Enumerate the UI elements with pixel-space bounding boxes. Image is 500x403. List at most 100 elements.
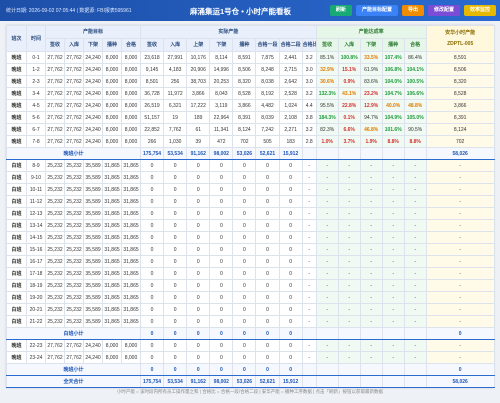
empty-cell [315, 327, 339, 340]
data-row: 白班 11-12 25,232 25,232 35,589 31,865 31,865 0 0 0… [6, 195, 495, 208]
toolbar-button[interactable]: 效率监控 [463, 5, 496, 16]
value-cell: 25,232 [64, 267, 84, 280]
value-cell: 0 [209, 171, 234, 184]
value-cell: - [337, 231, 361, 244]
value-cell: 25,232 [45, 267, 65, 280]
value-cell: 31,865 [121, 207, 141, 220]
value-cell: 8,038 [255, 75, 280, 88]
value-cell: 6,321 [163, 99, 188, 112]
column-header: 合格比 [301, 38, 317, 52]
subtotal-value: 0 [163, 327, 188, 340]
value-cell: - [315, 219, 339, 232]
data-row: 白班 16-17 25,232 25,232 35,589 31,865 31,865 0 0 0… [6, 255, 495, 268]
value-cell: 27,762 [64, 63, 84, 76]
value-cell: 25,232 [64, 291, 84, 304]
value-cell: 26,519 [139, 99, 165, 112]
value-cell: 31,865 [102, 219, 122, 232]
shift-cell: 晚班 [6, 135, 27, 148]
value-cell: 22.8% [337, 99, 361, 112]
value-cell: 0 [209, 303, 234, 316]
value-cell: - [359, 315, 383, 328]
value-cell: 1.9% [359, 135, 383, 148]
value-cell: 25,232 [64, 243, 84, 256]
value-cell: - [337, 195, 361, 208]
value-cell: 0 [209, 255, 234, 268]
value-cell: 0 [278, 243, 303, 256]
value-cell: 106.8% [381, 63, 405, 76]
header-line: 安华小时产能 [445, 29, 476, 36]
value-cell: 8,000 [102, 87, 122, 100]
value-cell: 0 [278, 183, 303, 196]
toolbar-button[interactable]: 修改配置 [427, 5, 460, 16]
value-cell: 8,000 [102, 339, 122, 352]
subtotal-value: 98,002 [209, 375, 234, 388]
toolbar-button[interactable]: 产能目标配置 [355, 5, 398, 16]
value-cell: - [337, 303, 361, 316]
value-cell: 9,145 [139, 63, 165, 76]
value-cell: 0 [139, 159, 165, 172]
value-cell: 8,528 [232, 87, 257, 100]
value-cell: 0 [186, 207, 211, 220]
value-cell: 0 [232, 315, 257, 328]
value-cell: 0 [139, 219, 165, 232]
value-cell: 27,762 [45, 339, 65, 352]
subtotal-value: 0 [186, 363, 211, 376]
shift-cell: 白班 [6, 195, 27, 208]
value-cell: 24,240 [83, 99, 103, 112]
value-cell: - [381, 279, 405, 292]
value-cell: 27,762 [64, 75, 84, 88]
value-cell: 32.9% [315, 63, 339, 76]
value-cell: 8,124 [425, 123, 495, 136]
value-cell: 0 [163, 267, 188, 280]
value-cell: 101.6% [381, 123, 405, 136]
value-cell: 0 [255, 255, 280, 268]
value-cell: 8,114 [209, 51, 234, 64]
value-cell: 0 [278, 339, 303, 352]
column-header: 上架 [186, 38, 211, 52]
value-cell: 0 [232, 159, 257, 172]
value-cell: 35,589 [83, 267, 103, 280]
subtotal-value: 0 [139, 327, 165, 340]
subtotal-value: 53,026 [232, 147, 257, 160]
value-cell: 0 [163, 231, 188, 244]
value-cell: 25,232 [64, 171, 84, 184]
value-cell: 61.9% [359, 63, 383, 76]
value-cell: - [381, 243, 405, 256]
value-cell: 266 [139, 135, 165, 148]
value-cell: - [359, 267, 383, 280]
value-cell: - [403, 219, 427, 232]
toolbar-button[interactable]: 刷新 [329, 5, 352, 16]
value-cell: 0 [139, 291, 165, 304]
value-cell: - [359, 351, 383, 364]
value-cell: 3.0 [301, 63, 317, 76]
value-cell: 31,865 [102, 303, 122, 316]
value-cell: - [381, 219, 405, 232]
value-cell: 24,240 [83, 111, 103, 124]
value-cell: - [359, 255, 383, 268]
value-cell: 104.9% [381, 111, 405, 124]
empty-cell [381, 147, 405, 160]
value-cell: 105.0% [403, 111, 427, 124]
data-row: 晚班 3-4 27,762 27,762 24,240 8,000 8,000 36,728 1… [6, 87, 495, 100]
column-header: 合格一段 [255, 38, 280, 52]
table-head: 班次 时间 产能目标 实际产能 产能达成率 安华小时产能 ZDPTL-005 签收 入库 下架 播种… [6, 25, 495, 52]
value-cell: 3.8 [301, 111, 317, 124]
shift-cell: 晚班 [6, 351, 27, 364]
data-row: 晚班 7-8 27,762 27,762 24,240 8,000 8,000 266 1,03… [6, 135, 495, 148]
table-body: 晚班 0-1 27,762 27,762 24,240 8,000 8,000 23,618 2… [6, 51, 495, 388]
value-cell: - [403, 267, 427, 280]
value-cell: 0 [139, 339, 165, 352]
value-cell: 100.5% [403, 75, 427, 88]
time-cell: 19-20 [26, 291, 46, 304]
time-cell: 12-13 [26, 207, 46, 220]
value-cell: 0 [232, 231, 257, 244]
value-cell: 2,715 [278, 63, 303, 76]
value-cell: 61 [186, 123, 211, 136]
column-header: 下架 [359, 38, 383, 52]
toolbar-button[interactable]: 导出 [401, 5, 424, 16]
value-cell: - [359, 231, 383, 244]
value-cell: - [301, 291, 317, 304]
value-cell: - [425, 207, 495, 220]
value-cell: - [403, 339, 427, 352]
